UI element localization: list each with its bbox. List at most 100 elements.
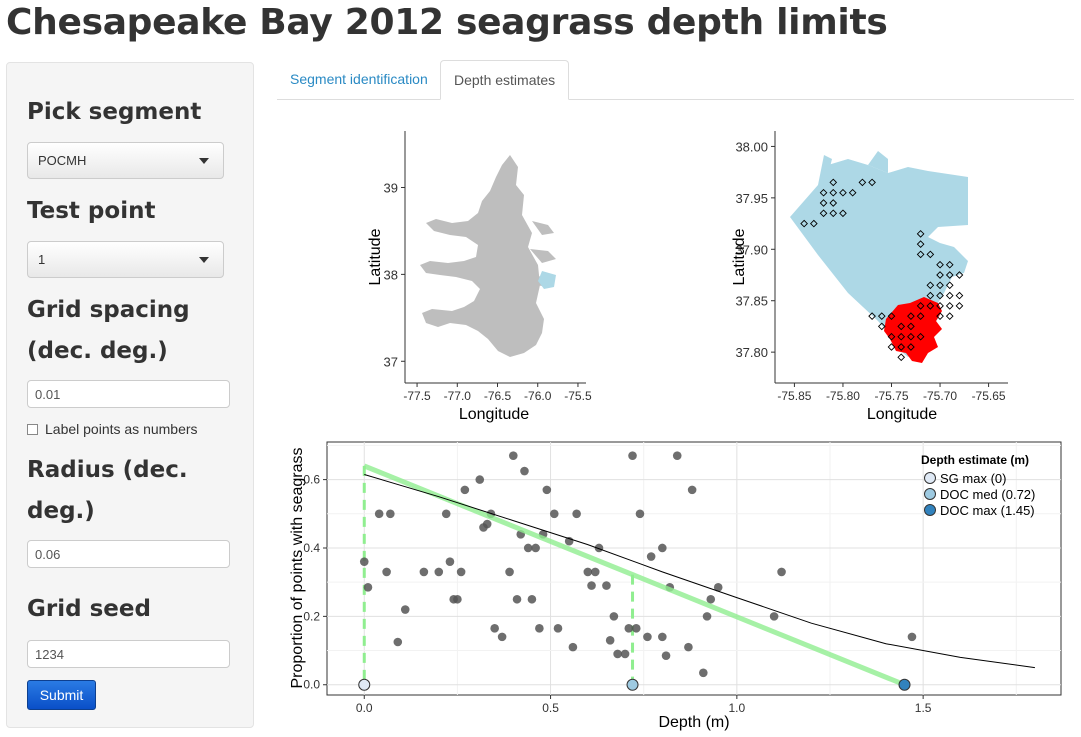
grid-point <box>936 281 944 290</box>
segment-grid-ticks: -75.85 -75.80 -75.75 -75.70 -75.65 37.80 37.85… <box>735 139 1005 403</box>
segment-grid-ylabel: Latitude <box>731 228 748 285</box>
grid-point <box>916 332 925 341</box>
legend-key <box>924 504 936 516</box>
y-tick-label: 38.00 <box>735 139 768 154</box>
tab-segment-identification[interactable]: Segment identification <box>290 71 428 87</box>
x-tick-label: -75.80 <box>826 389 860 403</box>
x-tick-label: -76.0 <box>524 389 552 403</box>
grid-seed-label: Grid seed <box>27 596 151 622</box>
data-point <box>646 552 656 561</box>
segment-highlight <box>538 271 556 289</box>
data-point <box>609 612 619 621</box>
radius-label: Radius (dec. <box>27 457 188 483</box>
data-point <box>475 475 485 484</box>
grid-spacing-input[interactable] <box>27 380 230 408</box>
data-point <box>643 632 652 642</box>
data-point <box>490 624 499 633</box>
data-point <box>658 543 667 553</box>
data-point <box>523 543 533 553</box>
data-point <box>769 612 779 621</box>
y-tick-label: 0.4 <box>303 541 320 555</box>
data-point <box>713 583 723 592</box>
data-point <box>553 624 563 633</box>
submit-button[interactable]: Submit <box>27 680 96 710</box>
grid-point <box>877 322 886 331</box>
data-point <box>460 485 470 495</box>
data-point <box>590 567 600 577</box>
grid-point <box>877 312 886 320</box>
grid-point <box>955 271 964 279</box>
y-tick-label: 38 <box>384 267 398 282</box>
y-tick-label: 37.85 <box>735 294 768 309</box>
data-point <box>393 637 403 647</box>
label-points-text: Label points as numbers <box>45 421 198 437</box>
grid-point <box>955 302 964 310</box>
fit-curves <box>363 463 1035 688</box>
data-point <box>549 509 559 519</box>
y-tick-label: 0.6 <box>303 473 320 487</box>
segment-select-value: POCMH <box>38 153 87 168</box>
grid-point <box>907 332 915 341</box>
grid-point <box>887 332 896 341</box>
grid-point <box>839 188 847 197</box>
x-tick-label: -75.85 <box>777 389 811 403</box>
grid-point <box>819 199 828 207</box>
data-point <box>572 509 581 519</box>
legend-label: DOC max (1.45) <box>940 503 1035 518</box>
grid-point <box>897 322 906 331</box>
data-point <box>542 485 552 495</box>
grid-point <box>936 302 944 310</box>
data-point <box>777 567 786 577</box>
data-point <box>363 583 373 592</box>
grid-point <box>945 291 954 300</box>
label-points-checkbox[interactable] <box>27 423 38 435</box>
x-tick-label: 1.5 <box>915 701 932 715</box>
data-points <box>359 451 917 678</box>
tab-bar: Segment identification Depth estimates <box>277 60 1074 100</box>
data-point <box>434 567 444 577</box>
x-tick-label: -75.70 <box>923 389 957 403</box>
y-tick-label: 37.95 <box>735 191 768 206</box>
page-title: Chesapeake Bay 2012 seagrass depth limit… <box>6 2 888 43</box>
data-point <box>684 642 693 652</box>
grid-point <box>936 291 944 300</box>
depth-marker <box>898 678 911 691</box>
grid-seed-input[interactable] <box>27 640 230 668</box>
test-point-label: Test point <box>27 198 156 224</box>
tab-depth-estimates[interactable]: Depth estimates <box>440 60 570 100</box>
smooth-curve <box>364 474 1035 669</box>
x-tick-label: -75.65 <box>972 389 1006 403</box>
depth-chart-xlabel: Depth (m) <box>658 714 729 731</box>
x-tick-label: 0.5 <box>542 701 559 715</box>
segment-select[interactable]: POCMH <box>27 142 224 179</box>
data-point <box>441 509 451 519</box>
bay-map-chart: -77.5 -77.0 -76.5 -76.0 -75.5 37 38 39 Longitud… <box>367 131 592 423</box>
legend-items: SG max (0)DOC med (0.72)DOC max (1.45) <box>924 471 1035 518</box>
grid-point <box>848 188 857 197</box>
grid-point <box>897 343 906 351</box>
data-point <box>587 581 596 590</box>
label-points-checkbox-row[interactable]: Label points as numbers <box>27 421 198 437</box>
grid-point <box>936 271 944 279</box>
data-point <box>456 567 466 577</box>
data-point <box>386 509 395 519</box>
data-point <box>535 624 544 633</box>
bay-map-xlabel: Longitude <box>459 406 529 423</box>
data-point <box>658 632 667 642</box>
grid-point <box>916 230 925 238</box>
grid-point <box>897 332 906 341</box>
grid-point <box>800 219 808 228</box>
data-point <box>527 594 537 604</box>
data-point <box>482 519 492 529</box>
test-point-select[interactable]: 1 <box>27 241 224 278</box>
grid-point <box>945 260 954 269</box>
x-tick-label: -77.5 <box>403 389 431 403</box>
radius-label-units: deg.) <box>27 498 95 524</box>
linear-fit-line <box>363 463 906 688</box>
data-point <box>445 557 455 566</box>
data-point <box>613 649 622 659</box>
data-point <box>512 594 522 604</box>
depth-chart-ylabel: Proportion of points with seagrass <box>289 447 306 688</box>
data-point <box>631 624 641 633</box>
radius-input[interactable] <box>27 540 230 568</box>
